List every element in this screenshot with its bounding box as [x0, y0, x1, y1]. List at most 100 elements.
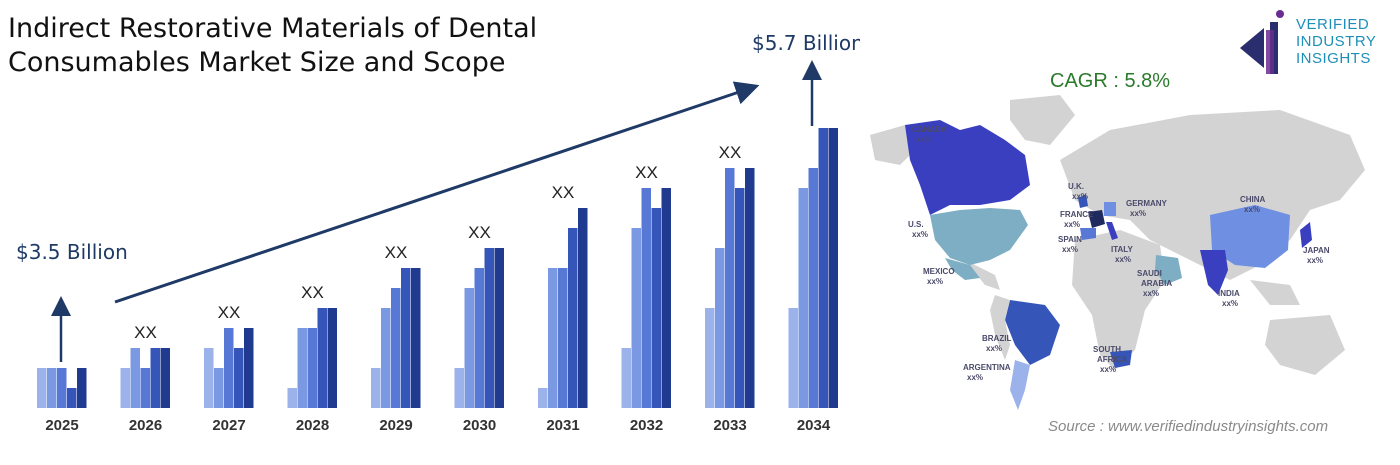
region-south-africa [1110, 350, 1132, 368]
bar-2027-4 [234, 348, 244, 408]
bar-2026-4 [150, 348, 160, 408]
bar-2033-5 [745, 168, 755, 408]
start-value-label: $3.5 Billion [16, 240, 128, 264]
bar-2028-1 [287, 388, 297, 408]
map-value-saudi-value: xx% [1143, 289, 1159, 298]
bar-2034-3 [808, 168, 818, 408]
map-value-germany: xx% [1130, 209, 1146, 218]
bar-2029-4 [401, 268, 411, 408]
map-label-mexico: MEXICO [923, 267, 955, 276]
bar-2029-3 [391, 288, 401, 408]
map-value-south-africa-value: xx% [1100, 365, 1116, 374]
bar-2034-4 [818, 128, 828, 408]
map-label-france: FRANCE [1060, 210, 1094, 219]
logo-line-3: INSIGHTS [1296, 50, 1371, 67]
bar-2029-2 [381, 308, 391, 408]
map-label-saudi: SAUDI [1137, 269, 1162, 278]
x-tick-2033: 2033 [713, 417, 746, 434]
region-mexico [945, 258, 980, 280]
x-tick-2032: 2032 [630, 417, 663, 434]
bar-2028-4 [317, 308, 327, 408]
title-line-2: Consumables Market Size and Scope [8, 47, 506, 78]
map-label-china: CHINA [1240, 195, 1266, 204]
value-label-2033: XX [719, 143, 742, 162]
map-highlights [905, 120, 1312, 410]
region-usa [930, 208, 1028, 265]
x-tick-2031: 2031 [546, 417, 579, 434]
cagr-label: CAGR : 5.8% [1050, 70, 1171, 92]
bar-2031-1 [538, 388, 548, 408]
bar-2032-2 [631, 228, 641, 408]
bar-2028-3 [307, 328, 317, 408]
bar-2026-1 [120, 368, 130, 408]
bar-2033-4 [735, 188, 745, 408]
vii-logo-icon [1240, 10, 1284, 74]
title-line-1: Indirect Restorative Materials of Dental [8, 13, 538, 44]
logo-text: VERIFIED INDUSTRY INSIGHTS [1296, 16, 1376, 67]
map-label-spain: SPAIN [1058, 235, 1082, 244]
map-value-spain: xx% [1062, 245, 1078, 254]
region-india [1200, 250, 1228, 295]
map-value-india: xx% [1222, 299, 1238, 308]
bar-2034-1 [788, 308, 798, 408]
map-value-canada: xx% [916, 135, 932, 144]
bar-2031-3 [558, 268, 568, 408]
bar-2028-2 [297, 328, 307, 408]
bar-2031-5 [578, 208, 588, 408]
x-tick-2029: 2029 [379, 417, 412, 434]
bar-2031-2 [548, 268, 558, 408]
x-tick-2034: 2034 [797, 417, 831, 434]
bar-2027-5 [244, 328, 254, 408]
bar-2030-5 [494, 248, 504, 408]
company-logo: VERIFIED INDUSTRY INSIGHTS [1236, 8, 1396, 80]
value-label-2029: XX [385, 243, 408, 262]
region-argentina [1010, 360, 1030, 410]
bar-2032-5 [661, 188, 671, 408]
map-value-brazil: xx% [986, 344, 1002, 353]
bar-2025-3 [57, 368, 67, 408]
value-label-2031: XX [552, 183, 575, 202]
bar-chart: 2025 2026 XX 2027 XX 2028 XX 2029 XX 2030 XX 2031 XX… [16, 31, 860, 434]
map-value-italy: xx% [1115, 255, 1131, 264]
end-value-label: $5.7 Billion [752, 31, 860, 55]
x-tick-2028: 2028 [296, 417, 329, 434]
bar-2034-2 [798, 188, 808, 408]
region-uk [1078, 194, 1088, 208]
bar-2030-4 [484, 248, 494, 408]
map-label-us: U.S. [908, 220, 924, 229]
map-value-mexico: xx% [927, 277, 943, 286]
map-label-argentina: ARGENTINA [963, 363, 1011, 372]
bar-2026-2 [130, 348, 140, 408]
bar-2027-1 [204, 348, 214, 408]
bar-2027-2 [214, 368, 224, 408]
region-canada [905, 120, 1030, 215]
map-value-argentina: xx% [967, 373, 983, 382]
region-japan [1300, 222, 1312, 248]
trend-arrow [114, 81, 760, 304]
region-china [1210, 205, 1290, 268]
region-spain [1080, 228, 1096, 240]
bar-2032-3 [641, 188, 651, 408]
x-tick-2030: 2030 [463, 417, 496, 434]
bar-2030-2 [464, 288, 474, 408]
x-tick-2026: 2026 [129, 417, 162, 434]
map-label-italy: ITALY [1111, 245, 1133, 254]
bar-2025-2 [47, 368, 57, 408]
region-brazil [1005, 300, 1060, 365]
map-value-uk: xx% [1072, 192, 1088, 201]
bar-2027-3 [224, 328, 234, 408]
value-label-2027: XX [218, 303, 241, 322]
bar-2031-4 [568, 228, 578, 408]
map-value-us: xx% [912, 230, 928, 239]
bar-2028-5 [327, 308, 337, 408]
bar-2029-5 [411, 268, 421, 408]
region-saudi-arabia [1155, 255, 1182, 285]
value-label-2032: XX [635, 163, 658, 182]
bar-2030-3 [474, 268, 484, 408]
x-tick-2025: 2025 [45, 417, 78, 434]
region-italy [1106, 222, 1118, 240]
source-note: Source : www.verifiedindustryinsights.co… [1048, 418, 1329, 435]
bar-2034-5 [828, 128, 838, 408]
map-value-france: xx% [1064, 220, 1080, 229]
bar-2033-3 [725, 168, 735, 408]
